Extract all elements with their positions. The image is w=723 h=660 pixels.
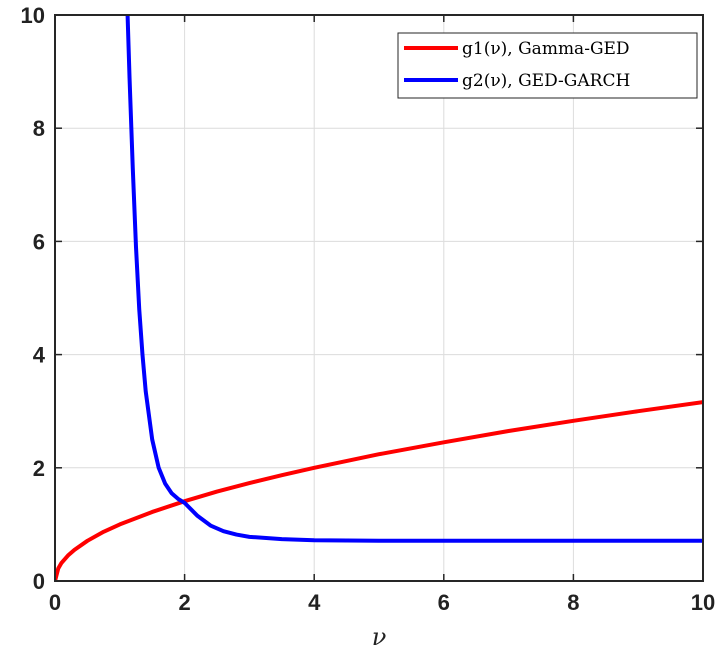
x-tick-label: 6 bbox=[438, 590, 450, 615]
legend-entry-ged-garch: g2(ν), GED-GARCH bbox=[462, 71, 630, 91]
y-tick-label: 2 bbox=[33, 456, 45, 481]
y-tick-label: 6 bbox=[33, 229, 45, 254]
series-line-gamma-ged bbox=[55, 400, 703, 581]
x-tick-label: 0 bbox=[49, 590, 61, 615]
series-line-ged-garch bbox=[125, 15, 703, 543]
x-tick-label: 4 bbox=[308, 590, 321, 615]
axis-ticks: 0 2 4 6 8 10 0 2 4 6 8 10 bbox=[21, 3, 716, 615]
y-tick-label: 10 bbox=[21, 3, 45, 28]
series-layer bbox=[55, 15, 703, 581]
x-tick-label: 10 bbox=[691, 590, 715, 615]
x-tick-label: 2 bbox=[178, 590, 190, 615]
legend: g1(ν), Gamma-GED g2(ν), GED-GARCH bbox=[397, 32, 698, 99]
y-tick-label: 0 bbox=[33, 569, 45, 594]
plot-background bbox=[55, 15, 703, 581]
y-tick-label: 4 bbox=[33, 343, 46, 368]
plot-frame bbox=[54, 14, 704, 582]
grid-lines bbox=[55, 15, 703, 581]
x-axis-label: ν bbox=[372, 623, 387, 651]
legend-box bbox=[397, 32, 698, 99]
x-tick-label: 8 bbox=[567, 590, 579, 615]
y-tick-label: 8 bbox=[33, 116, 45, 141]
legend-entry-gamma-ged: g1(ν), Gamma-GED bbox=[462, 39, 630, 59]
